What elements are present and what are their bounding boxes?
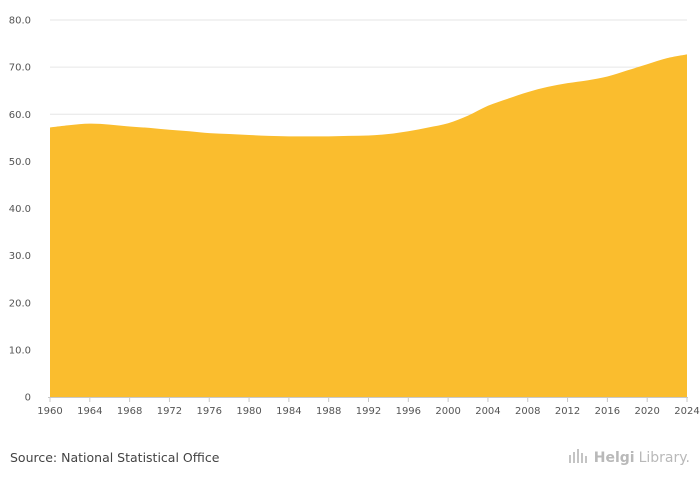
x-tick-label: 1972 [157, 406, 182, 417]
area-series [50, 54, 687, 398]
x-tick-label: 1996 [396, 406, 421, 417]
x-tick-label: 1976 [197, 406, 222, 417]
y-tick-label: 10.0 [9, 345, 31, 356]
x-tick-label: 2012 [555, 406, 580, 417]
y-tick-label: 40.0 [9, 204, 31, 215]
area-chart: 010.020.030.040.050.060.070.080.0 1960 19… [9, 16, 700, 418]
y-tick-label: 70.0 [9, 63, 31, 74]
x-tick-label: 1980 [236, 406, 261, 417]
y-axis-ticks: 0 10.0 20.0 30.0 40.0 50.0 60.0 70.0 80.0 [9, 16, 31, 404]
logo-icon [568, 449, 590, 467]
y-tick-label: 20.0 [9, 298, 31, 309]
x-tick-label: 2000 [435, 406, 460, 417]
x-tick-label: 2016 [595, 406, 620, 417]
x-tick-label: 1988 [316, 406, 341, 417]
x-tick-label: 1984 [276, 406, 301, 417]
x-tick-label: 2008 [515, 406, 540, 417]
y-tick-label: 0 [25, 393, 31, 404]
y-tick-label: 60.0 [9, 110, 31, 121]
x-tick-label: 1964 [77, 406, 102, 417]
x-axis-ticks: 1960 1964 1968 1972 1976 1980 1984 1988 1992 1996… [37, 406, 699, 417]
x-tick-label: 2020 [634, 406, 659, 417]
helgilibrary-logo[interactable]: Helgi Library. [568, 449, 690, 467]
x-tick-label: 1960 [37, 406, 62, 417]
x-tick-label: 2024 [674, 406, 699, 417]
area-fill [50, 54, 687, 398]
logo-text-light: Library. [638, 450, 690, 466]
x-tick-label: 1992 [356, 406, 381, 417]
axes [48, 397, 688, 402]
x-tick-label: 1968 [117, 406, 142, 417]
x-tick-label: 2004 [475, 406, 500, 417]
source-note: Source: National Statistical Office [10, 450, 220, 465]
y-tick-label: 80.0 [9, 16, 31, 27]
logo-text-bold: Helgi [593, 450, 635, 466]
y-tick-label: 50.0 [9, 157, 31, 168]
y-tick-label: 30.0 [9, 251, 31, 262]
